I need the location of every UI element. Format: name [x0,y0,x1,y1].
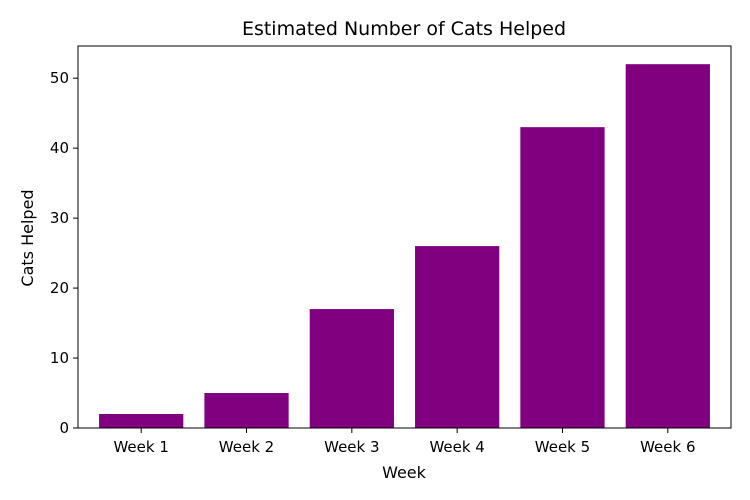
bar-week-2 [204,393,289,428]
y-axis-label: Cats Helped [18,189,37,286]
x-tick-label: Week 1 [113,438,168,456]
bars-layer [99,64,710,428]
bar-week-5 [520,127,605,428]
chart-title: Estimated Number of Cats Helped [242,18,566,40]
x-tick-label: Week 5 [535,438,590,456]
ticks-layer: Week 1 Week 2 Week 3 Week 4 Week 5 Week 6 0 10 2… [50,69,696,456]
y-tick-label: 10 [50,349,69,367]
y-tick-label: 50 [50,69,69,87]
x-tick-label: Week 3 [324,438,379,456]
y-tick-label: 40 [50,139,69,157]
y-tick-label: 0 [59,419,69,437]
plot-frame [77,45,732,429]
x-tick-label: Week 2 [219,438,274,456]
x-axis-label: Week [382,463,427,482]
y-tick-label: 30 [50,209,69,227]
x-tick-label: Week 6 [640,438,695,456]
bar-week-3 [309,309,394,428]
bar-week-4 [415,246,500,428]
x-tick-label: Week 4 [429,438,484,456]
bar-week-6 [625,64,710,428]
bar-week-1 [99,414,184,428]
y-tick-label: 20 [50,279,69,297]
